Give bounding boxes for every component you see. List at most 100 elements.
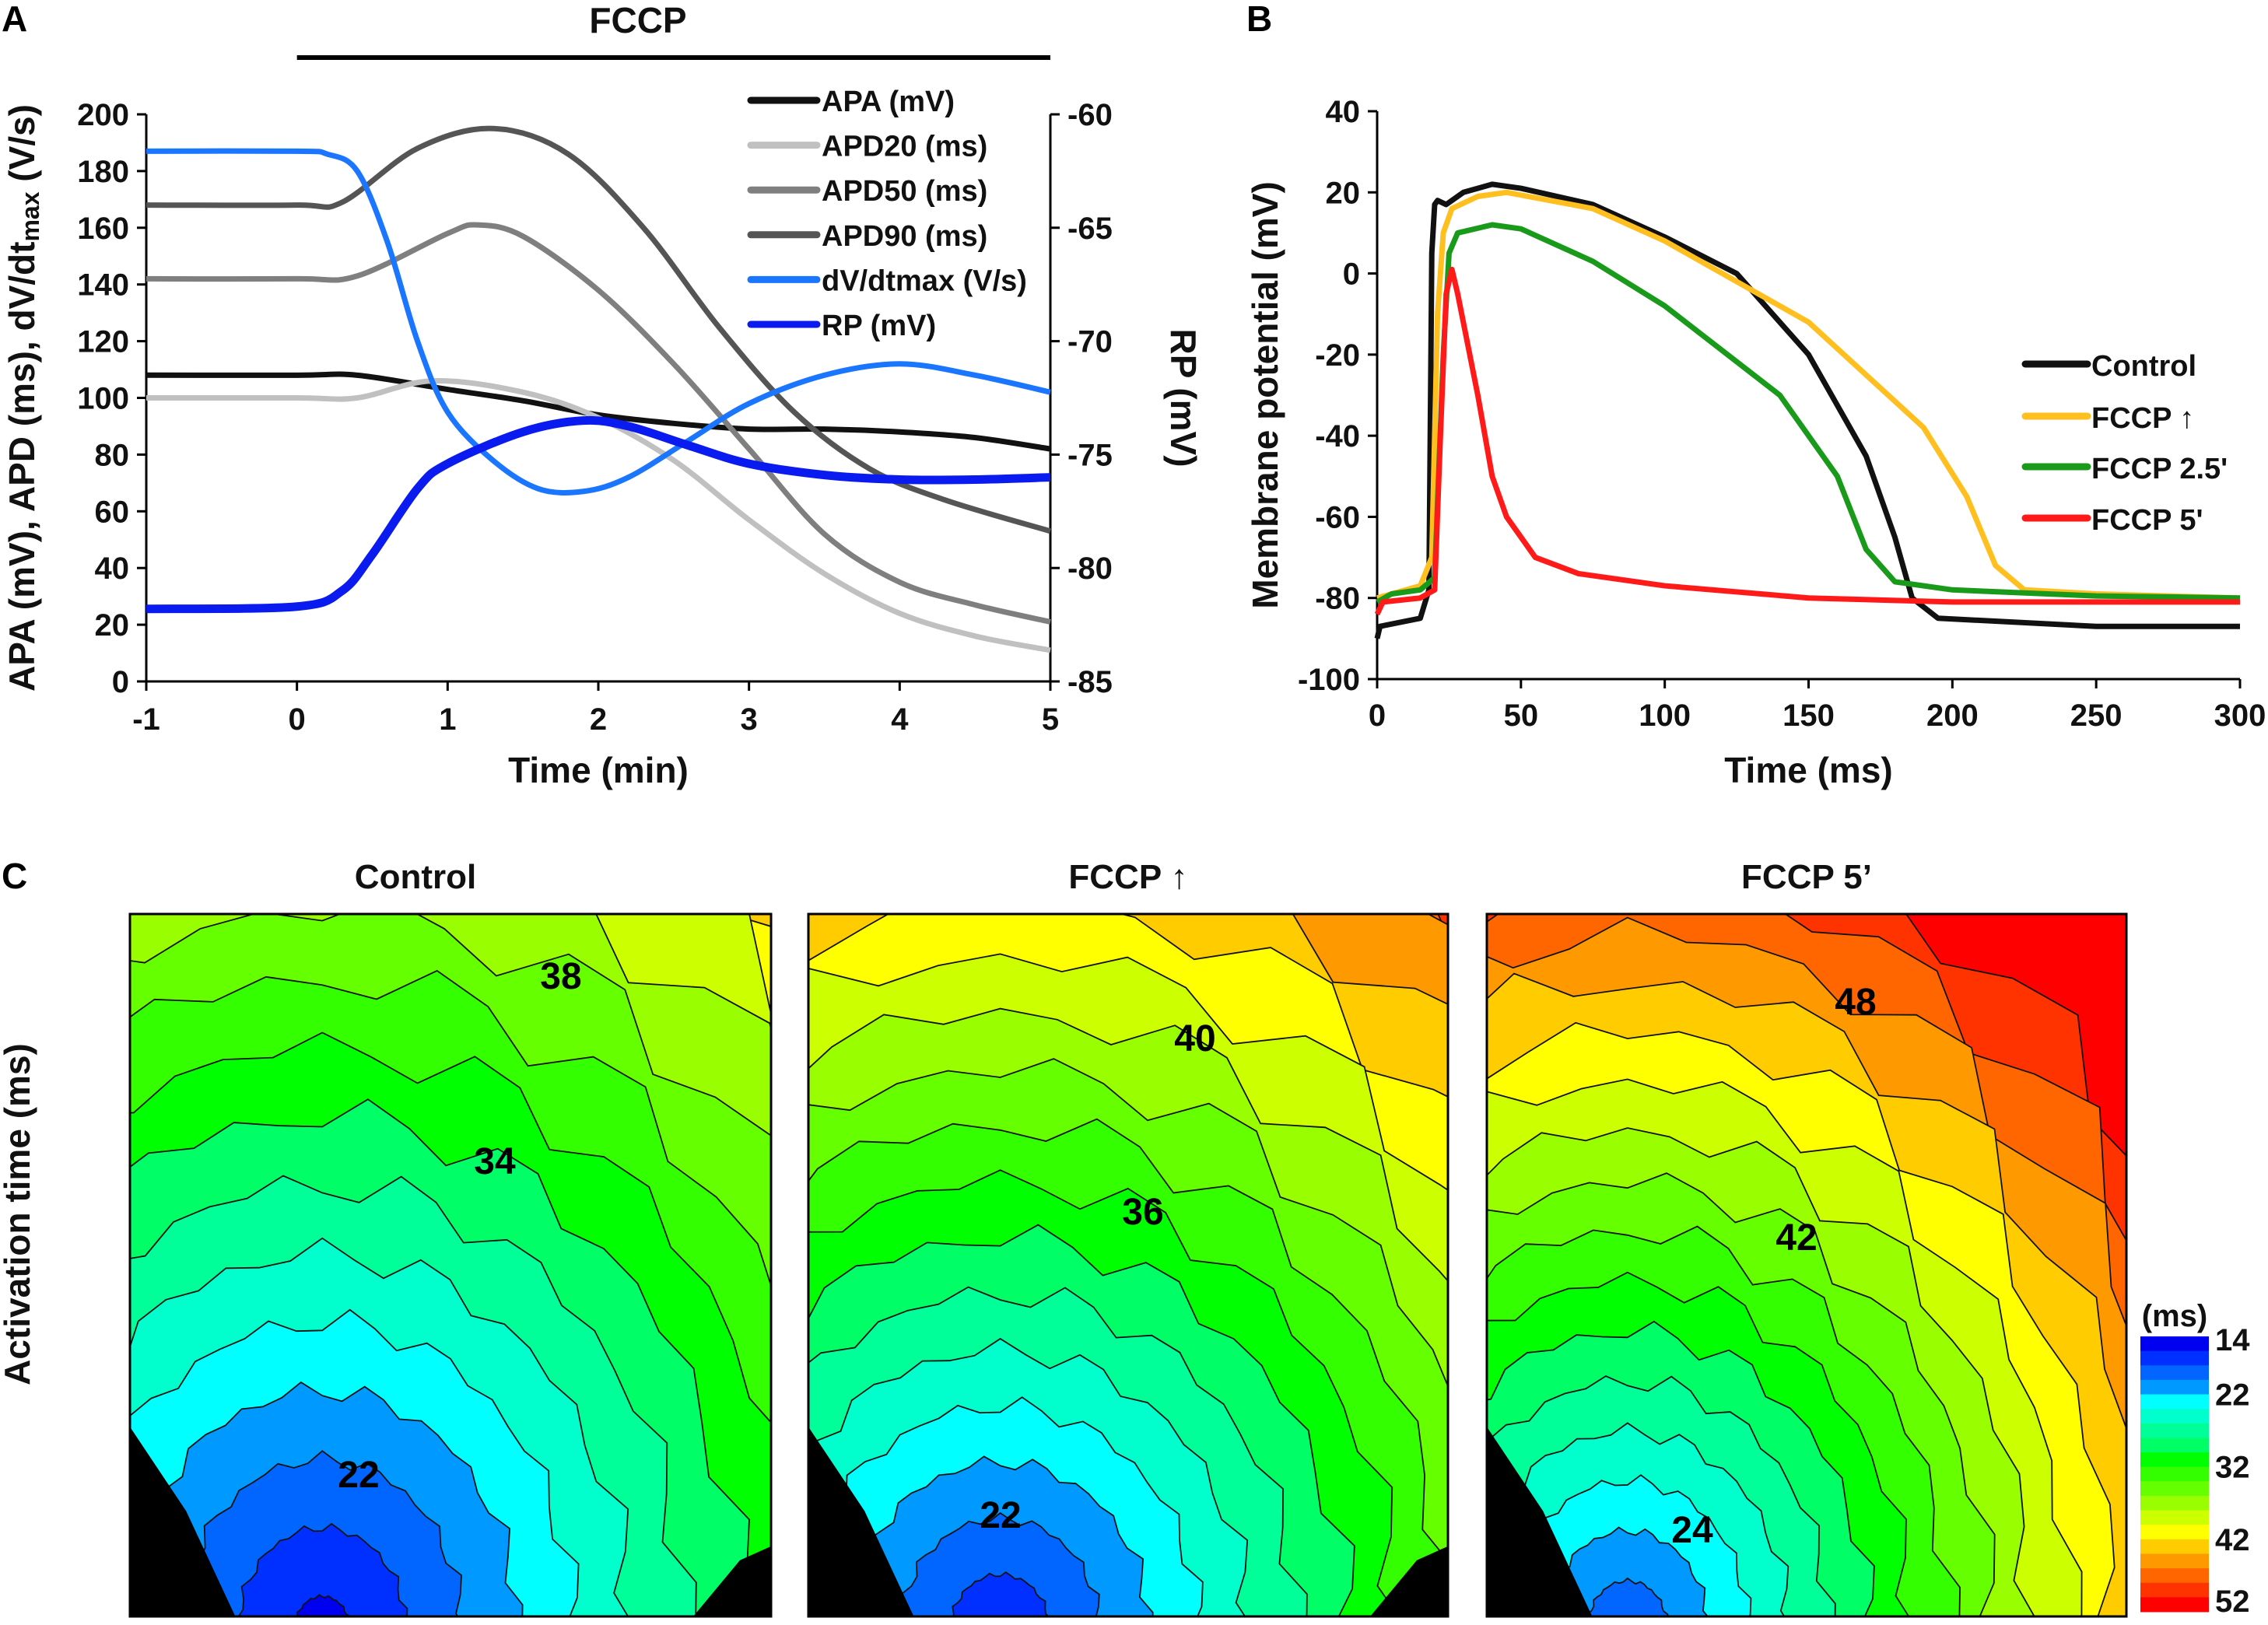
colorbar-band [2140, 1582, 2209, 1598]
y-axis-title: APA (mV), APD (ms), dV/dtmax (V/s) [2, 104, 44, 692]
panel-a: A FCCP-1 0 1 2 3 4 5020406080100120140160180200… [2, 0, 1204, 790]
contour-label: 48 [1835, 982, 1876, 1023]
map-title: Control [355, 858, 476, 896]
colorbar-unit: (ms) [2142, 1299, 2207, 1333]
y-tick-label: 120 [77, 325, 129, 359]
y-axis-title-part: (V/s) [2, 104, 42, 191]
colorbar-band [2140, 1539, 2209, 1554]
y-tick-label: 60 [95, 495, 130, 529]
y-tick-label: 200 [77, 98, 129, 132]
y-axis-title-part: max [16, 191, 44, 241]
colorbar-tick-label: 52 [2215, 1585, 2250, 1619]
masked-region [808, 1427, 914, 1616]
colorbar-band [2140, 1553, 2209, 1569]
x-tick-label: 50 [1504, 699, 1539, 733]
series-line-4 [145, 148, 1051, 496]
legend-label: FCCP ↑ [2091, 402, 2194, 435]
activation-map-0 [130, 914, 771, 1616]
y2-tick-label: -85 [1067, 665, 1113, 699]
x-tick-label: 5 [1042, 702, 1059, 737]
colorbar-band [2140, 1365, 2209, 1381]
x-tick-label: -1 [132, 702, 160, 737]
x-tick-label: 200 [1926, 699, 1979, 733]
contour-label: 22 [338, 1455, 379, 1496]
legend-label: APA (mV) [822, 86, 955, 118]
contour-label: 40 [1174, 1018, 1215, 1059]
legend-label: dV/dtmax (V/s) [822, 264, 1027, 297]
y2-axis-title: RP (mV) [1163, 328, 1204, 467]
colorbar-tick-label: 22 [2215, 1378, 2250, 1413]
x-tick-label: 4 [891, 702, 909, 737]
legend-label: APD50 (ms) [822, 175, 987, 208]
colorbar-band [2140, 1452, 2209, 1468]
y2-tick-label: -75 [1067, 438, 1113, 472]
panel-label: C [2, 856, 27, 896]
colorbar-band [2140, 1379, 2209, 1396]
colorbar-band [2140, 1568, 2209, 1584]
masked-region [693, 1546, 771, 1616]
series-line-3 [1374, 266, 2240, 616]
contour-label: 22 [980, 1495, 1021, 1536]
x-tick-label: 0 [1369, 699, 1386, 733]
colorbar-band [2140, 1481, 2209, 1497]
x-axis-title: Time (ms) [1724, 750, 1892, 790]
y-tick-label: 20 [1326, 176, 1361, 210]
colorbar-tick-label: 42 [2215, 1523, 2250, 1557]
x-axis-title: Time (min) [508, 750, 689, 790]
y-tick-label: 140 [77, 268, 129, 303]
colorbar-band [2140, 1466, 2209, 1482]
colorbar-band [2140, 1510, 2209, 1525]
x-tick-label: 250 [2070, 699, 2123, 733]
panel-label: B [1246, 0, 1272, 39]
series-line-1 [1376, 189, 2241, 601]
y2-tick-label: -70 [1067, 325, 1113, 359]
contour-band [952, 1571, 1050, 1616]
y-tick-label: -60 [1315, 500, 1360, 534]
y-tick-label: 0 [112, 665, 129, 699]
masked-region [130, 1427, 236, 1616]
legend-label: APD20 (ms) [822, 131, 987, 163]
colorbar-tick-label: 32 [2215, 1451, 2250, 1485]
activation-map-1 [808, 914, 1448, 1616]
y-tick-label: 0 [1343, 257, 1360, 292]
series-line-2 [1376, 222, 2241, 604]
x-tick-label: 300 [2214, 699, 2266, 733]
x-tick-label: 0 [289, 702, 306, 737]
y-axis-title-part: APA (mV), APD (ms), dV/dt [2, 242, 42, 692]
series-line-1 [145, 378, 1051, 653]
colorbar-tick-label: 14 [2215, 1323, 2250, 1357]
x-tick-label: 150 [1783, 699, 1835, 733]
contour-band [237, 1522, 408, 1616]
activation-map-2 [1487, 914, 2126, 1616]
y2-tick-label: -80 [1067, 552, 1113, 586]
y-tick-label: 20 [95, 608, 130, 643]
legend-label: RP (mV) [822, 310, 936, 342]
panel-c: C Activation time (ms) Control 38 34 22 FCCP ↑… [0, 856, 2250, 1619]
y-tick-label: 160 [77, 212, 129, 246]
contour-band [900, 1511, 1100, 1616]
y-axis-title: Membrane potential (mV) [1245, 181, 1285, 609]
series-line-3 [145, 125, 1051, 534]
legend-label: APD90 (ms) [822, 220, 987, 253]
x-tick-label: 100 [1639, 699, 1691, 733]
y-tick-label: -40 [1315, 419, 1360, 454]
legend-label: FCCP 5' [2091, 504, 2203, 537]
panel-b: B 0 50 100 150 200 250 300 -100 -80 -60 -40 -20 0 20 40… [1245, 0, 2266, 790]
map-frame [807, 912, 1449, 1618]
colorbar-band [2140, 1336, 2209, 1352]
y-tick-label: -20 [1315, 338, 1360, 373]
colorbar-band [2140, 1350, 2209, 1366]
colorbar-band [2140, 1525, 2209, 1540]
x-tick-label: 1 [439, 702, 456, 737]
series-line-0 [1374, 181, 2240, 639]
y-tick-label: -80 [1315, 582, 1360, 616]
x-tick-label: 2 [590, 702, 607, 737]
series-line-5 [145, 415, 1051, 614]
y-tick-label: 180 [77, 155, 129, 189]
colorbar-band [2140, 1394, 2209, 1410]
y-tick-label: -100 [1298, 663, 1360, 697]
panel-label: A [2, 0, 27, 39]
contour-label: 36 [1122, 1192, 1163, 1233]
y-axis-title: Activation time (ms) [0, 1043, 37, 1385]
y-tick-label: 40 [1326, 95, 1361, 129]
